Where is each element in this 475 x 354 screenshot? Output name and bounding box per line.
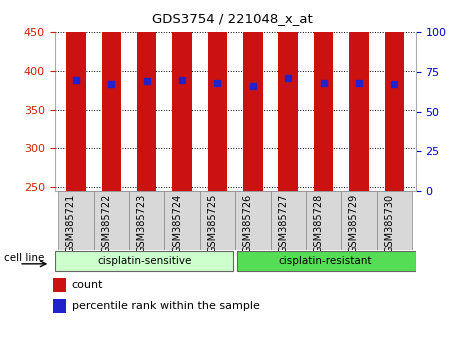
Bar <box>53 299 66 313</box>
Bar <box>164 191 200 250</box>
Text: cell line: cell line <box>4 253 45 263</box>
Text: count: count <box>72 280 103 290</box>
Text: GDS3754 / 221048_x_at: GDS3754 / 221048_x_at <box>152 12 313 25</box>
Bar <box>235 191 271 250</box>
Bar <box>377 191 412 250</box>
Bar <box>102 0 121 191</box>
Text: GSM385723: GSM385723 <box>137 194 147 253</box>
Bar <box>306 191 342 250</box>
Bar <box>243 0 263 191</box>
Text: GSM385726: GSM385726 <box>243 194 253 253</box>
Text: percentile rank within the sample: percentile rank within the sample <box>72 301 260 311</box>
Bar <box>200 191 235 250</box>
Bar <box>94 191 129 250</box>
Bar <box>58 191 94 250</box>
Bar <box>314 0 333 191</box>
Bar <box>137 0 156 191</box>
Bar <box>385 0 404 191</box>
Bar <box>55 251 233 272</box>
Text: GSM385730: GSM385730 <box>384 194 394 253</box>
Text: cisplatin-sensitive: cisplatin-sensitive <box>98 256 192 266</box>
Text: GSM385727: GSM385727 <box>278 194 288 253</box>
Text: GSM385725: GSM385725 <box>208 194 218 253</box>
Text: GSM385721: GSM385721 <box>66 194 76 253</box>
Text: cisplatin-resistant: cisplatin-resistant <box>279 256 372 266</box>
Text: GSM385724: GSM385724 <box>172 194 182 253</box>
Bar <box>271 191 306 250</box>
Bar <box>349 0 369 191</box>
Bar <box>129 191 164 250</box>
Text: GSM385728: GSM385728 <box>314 194 323 253</box>
Bar <box>53 278 66 292</box>
Text: GSM385729: GSM385729 <box>349 194 359 253</box>
Bar <box>278 0 298 191</box>
Bar <box>237 251 416 272</box>
Bar <box>172 0 192 191</box>
Bar <box>208 0 227 191</box>
Bar <box>66 0 86 191</box>
Bar <box>342 191 377 250</box>
Text: GSM385722: GSM385722 <box>101 194 111 253</box>
